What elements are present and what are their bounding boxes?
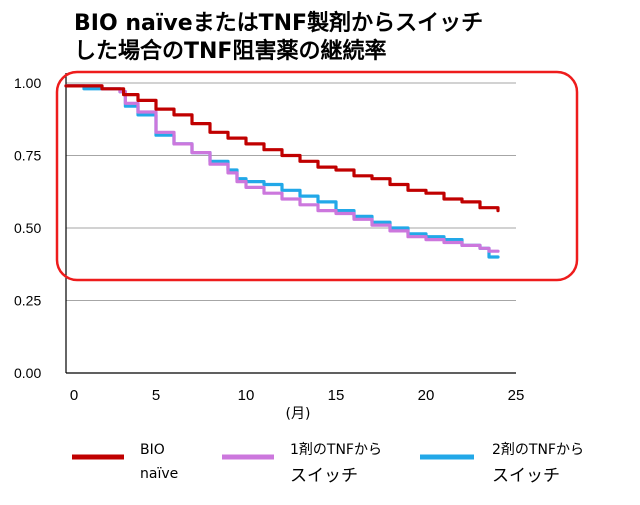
legend-label-bio-naive-line-1: BIO: [140, 442, 165, 458]
y-tick-labels: 0.00 0.25 0.50 0.75 1.00: [14, 75, 41, 381]
highlight-rectangle: [55, 70, 579, 282]
legend-label-1-tnf-switch-line-2: スイッチ: [290, 466, 358, 486]
x-tick-label-2: 10: [238, 387, 255, 404]
x-tick-label-4: 20: [418, 387, 435, 404]
y-tick-label-4: 1.00: [14, 75, 41, 91]
y-tick-label-1: 0.25: [14, 293, 41, 309]
legend-label-2-tnf-switch-line-1: 2剤のTNFから: [492, 442, 584, 458]
axes: [65, 73, 516, 374]
y-tick-label-2: 0.50: [14, 220, 41, 236]
chart-title-line-1: BIO naïveまたはTNF製剤からスイッチ: [74, 10, 483, 36]
series-line-1: [64, 84, 500, 253]
series-line-0: [64, 84, 500, 213]
highlight-box: [55, 70, 579, 282]
legend-label-1-tnf-switch-line-1: 1剤のTNFから: [290, 442, 382, 458]
legend-label-bio-naive-line-2: naïve: [140, 466, 178, 482]
y-tick-label-3: 0.75: [14, 148, 41, 164]
x-axis-label: (月): [286, 406, 311, 422]
series-lines: [64, 84, 500, 259]
x-tick-labels: 0 5 10 15 20 25: [70, 387, 525, 404]
series-line-2: [64, 84, 500, 259]
y-tick-label-0: 0.00: [14, 365, 41, 381]
legend-label-2-tnf-switch-line-2: スイッチ: [492, 466, 560, 486]
x-tick-label-1: 5: [152, 387, 160, 404]
x-tick-label-0: 0: [70, 387, 78, 404]
x-tick-label-3: 15: [328, 387, 345, 404]
legend: BIO naïve 1剤のTNFから スイッチ 2剤のTNFから スイッチ: [72, 442, 584, 486]
chart-title-line-2: した場合のTNF阻害薬の継続率: [74, 38, 386, 64]
x-tick-label-5: 25: [508, 387, 525, 404]
